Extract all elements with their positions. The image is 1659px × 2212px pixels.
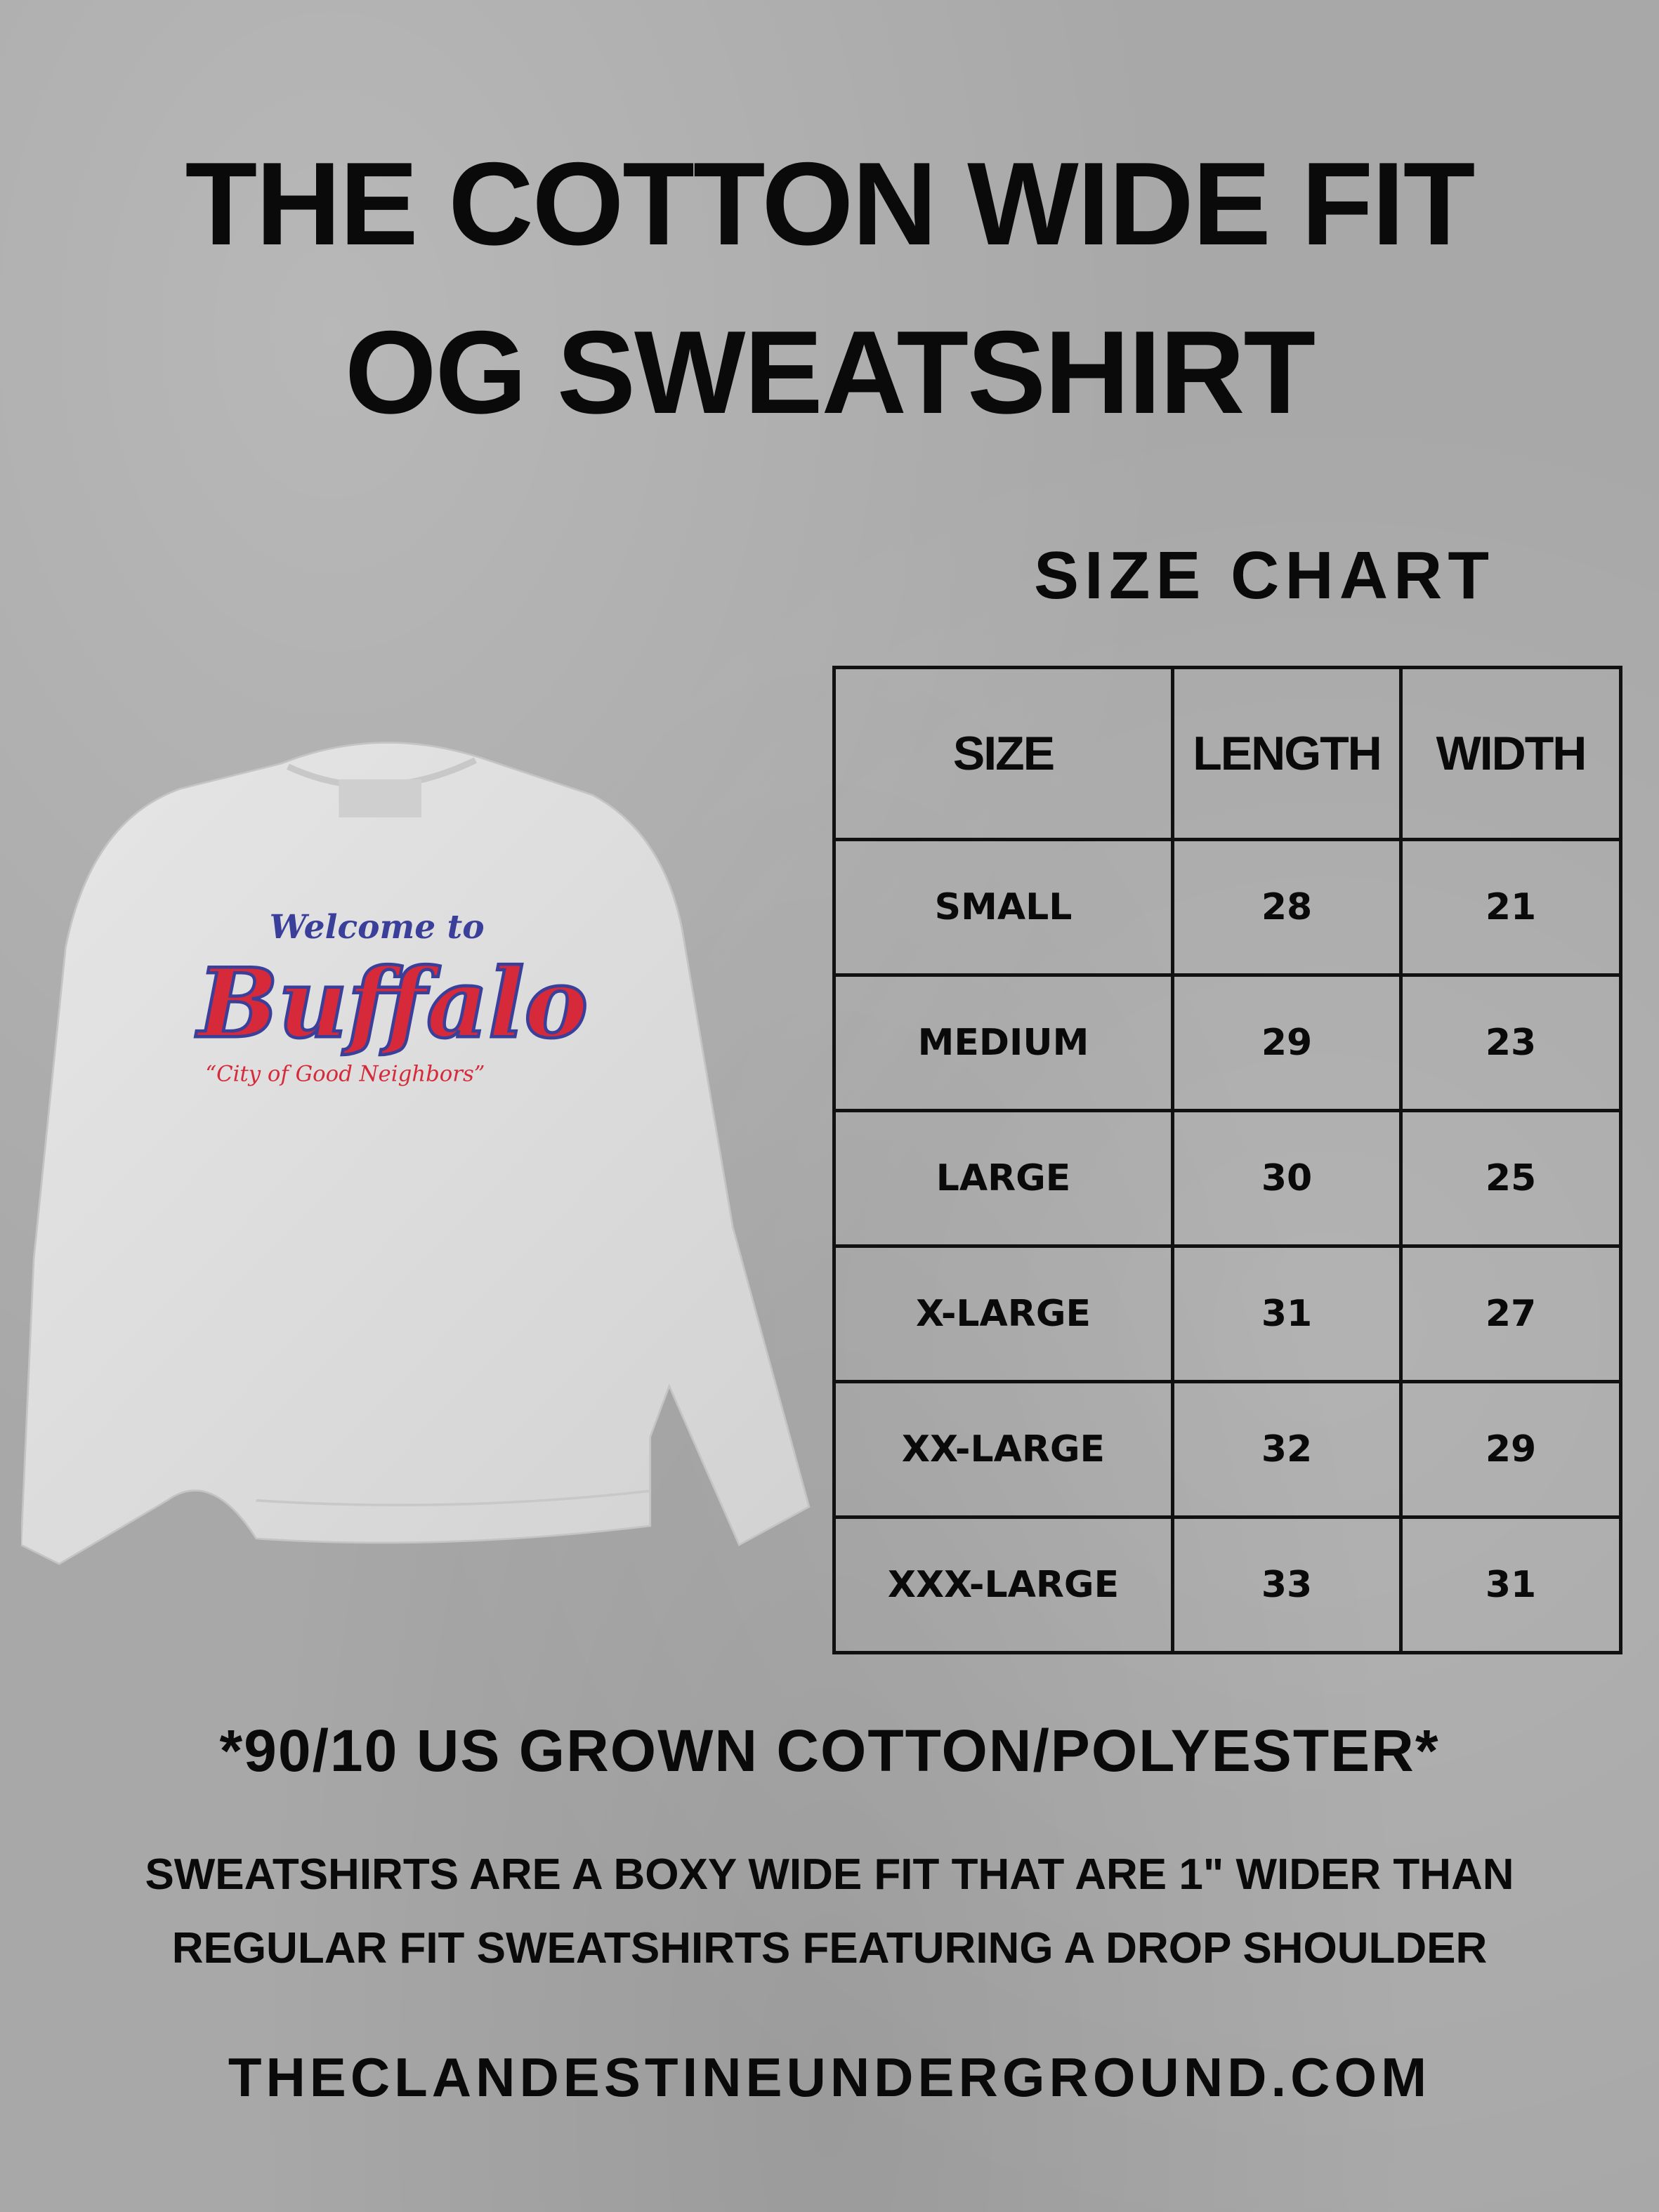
length-cell: 30 xyxy=(1171,1109,1403,1248)
neck-label xyxy=(339,779,421,818)
width-cell: 23 xyxy=(1399,973,1622,1112)
sweatshirt-image: Welcome to Buffalo “City of Good Neighbo… xyxy=(21,742,811,1565)
title-line-1: THE COTTON WIDE FIT xyxy=(185,138,1476,270)
table-row: XXX-LARGE 33 31 xyxy=(832,1515,1622,1654)
width-cell: 31 xyxy=(1399,1515,1622,1654)
description-line-2: REGULAR FIT SWEATSHIRTS FEATURING A DROP… xyxy=(171,1924,1488,1973)
header-width: WIDTH xyxy=(1399,666,1622,841)
length-cell: 28 xyxy=(1171,838,1403,977)
width-cell: 21 xyxy=(1399,838,1622,977)
header-length: LENGTH xyxy=(1171,666,1403,841)
logo-welcome: Welcome to xyxy=(270,908,485,947)
width-cell: 29 xyxy=(1399,1380,1622,1519)
description-line-1: SWEATSHIRTS ARE A BOXY WIDE FIT THAT ARE… xyxy=(145,1850,1514,1899)
header-size: SIZE xyxy=(832,666,1174,841)
length-cell: 32 xyxy=(1171,1380,1403,1519)
logo-tagline: “City of Good Neighbors” xyxy=(205,1062,485,1087)
size-cell: LARGE xyxy=(832,1109,1174,1248)
length-cell: 31 xyxy=(1171,1244,1403,1383)
title-line-2: OG SWEATSHIRT xyxy=(344,306,1316,438)
website-link[interactable]: THECLANDESTINEUNDERGROUND.COM xyxy=(228,2046,1431,2108)
table-row: LARGE 30 25 xyxy=(832,1109,1622,1248)
table-row: SMALL 28 21 xyxy=(832,838,1622,977)
size-cell: SMALL xyxy=(832,838,1174,977)
size-cell: XXX-LARGE xyxy=(832,1515,1174,1654)
size-cell: X-LARGE xyxy=(832,1244,1174,1383)
size-chart-heading: SIZE CHART xyxy=(1034,538,1495,613)
table-header-row: SIZE LENGTH WIDTH xyxy=(832,666,1622,841)
table-row: MEDIUM 29 23 xyxy=(832,973,1622,1112)
hem-rib xyxy=(256,1489,650,1507)
length-cell: 29 xyxy=(1171,973,1403,1112)
size-chart-table: SIZE LENGTH WIDTH SMALL 28 21 MEDIUM 29 23 L… xyxy=(832,666,1622,1654)
width-cell: 27 xyxy=(1399,1244,1622,1383)
table-row: X-LARGE 31 27 xyxy=(832,1244,1622,1383)
sweatshirt-body xyxy=(21,742,811,1565)
size-cell: XX-LARGE xyxy=(832,1380,1174,1519)
width-cell: 25 xyxy=(1399,1109,1622,1248)
size-cell: MEDIUM xyxy=(832,973,1174,1112)
logo-buffalo: Buffalo xyxy=(195,948,588,1060)
material-text: *90/10 US GROWN COTTON/POLYESTER* xyxy=(219,1718,1440,1784)
table-row: XX-LARGE 32 29 xyxy=(832,1380,1622,1519)
length-cell: 33 xyxy=(1171,1515,1403,1654)
